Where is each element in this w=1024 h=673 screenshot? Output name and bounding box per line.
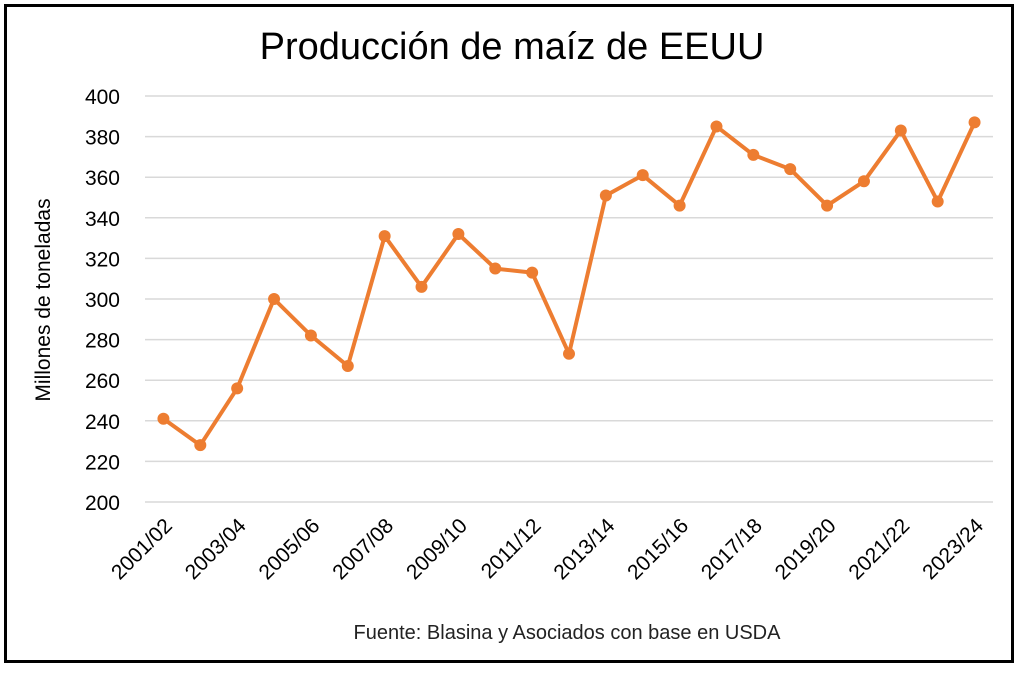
data-point [304, 329, 317, 342]
series-line [161, 120, 977, 448]
data-point [673, 199, 686, 212]
data-point [968, 116, 981, 129]
y-tick-label: 200 [85, 492, 120, 515]
chart-frame [4, 4, 1014, 663]
x-tick-label: 2003/04 [181, 514, 251, 584]
x-tick-label: 2019/20 [771, 514, 841, 584]
data-point [821, 199, 834, 212]
data-point [784, 163, 797, 176]
data-point [194, 439, 207, 452]
x-tick-label: 2009/10 [402, 514, 472, 584]
y-tick-label: 280 [85, 330, 120, 353]
y-tick-label: 320 [85, 248, 120, 271]
y-tick-label: 400 [85, 86, 120, 109]
x-tick-label: 2015/16 [623, 514, 693, 584]
data-point [231, 382, 244, 395]
data-point [378, 230, 391, 243]
data-point [268, 293, 281, 305]
series-layer [157, 116, 981, 452]
x-tick-label: 2005/06 [255, 514, 325, 584]
data-point [599, 189, 612, 202]
x-tick-label: 2023/24 [918, 514, 988, 584]
x-tick-label: 2001/02 [107, 514, 177, 584]
x-axis-ticks: 2001/02 2003/04 2005/06 2007/08 2009/10 2011/… [107, 514, 988, 584]
y-tick-label: 260 [85, 370, 120, 393]
data-point [636, 169, 649, 182]
x-tick-label: 2013/14 [549, 514, 619, 584]
data-point [931, 195, 944, 208]
chart-title: Producción de maíz de EEUU [259, 26, 765, 68]
y-tick-label: 360 [85, 167, 120, 190]
y-axis-label: Millones de toneladas [32, 198, 55, 401]
data-point [563, 347, 575, 360]
data-point [157, 412, 170, 425]
y-tick-label: 380 [85, 127, 120, 150]
x-tick-label: 2007/08 [328, 514, 398, 584]
y-tick-label: 340 [85, 208, 120, 231]
x-tick-label: 2017/18 [697, 514, 767, 584]
data-point [489, 262, 502, 275]
y-axis-ticks: 200 220 240 260 280 300 320 340 360 380 400 [85, 86, 120, 515]
data-point [526, 266, 539, 279]
gridlines [145, 95, 993, 503]
data-point [894, 124, 907, 137]
chart-source: Fuente: Blasina y Asociados con base en … [353, 622, 781, 644]
data-point [710, 120, 723, 133]
y-tick-label: 220 [85, 451, 120, 474]
data-point [747, 148, 760, 161]
y-tick-label: 300 [85, 289, 120, 312]
data-point [857, 175, 870, 188]
x-tick-label: 2021/22 [844, 514, 914, 584]
y-tick-label: 240 [85, 411, 120, 434]
data-point [415, 280, 428, 293]
data-point [341, 359, 354, 372]
x-tick-label: 2011/12 [477, 514, 546, 583]
data-point [452, 228, 465, 241]
